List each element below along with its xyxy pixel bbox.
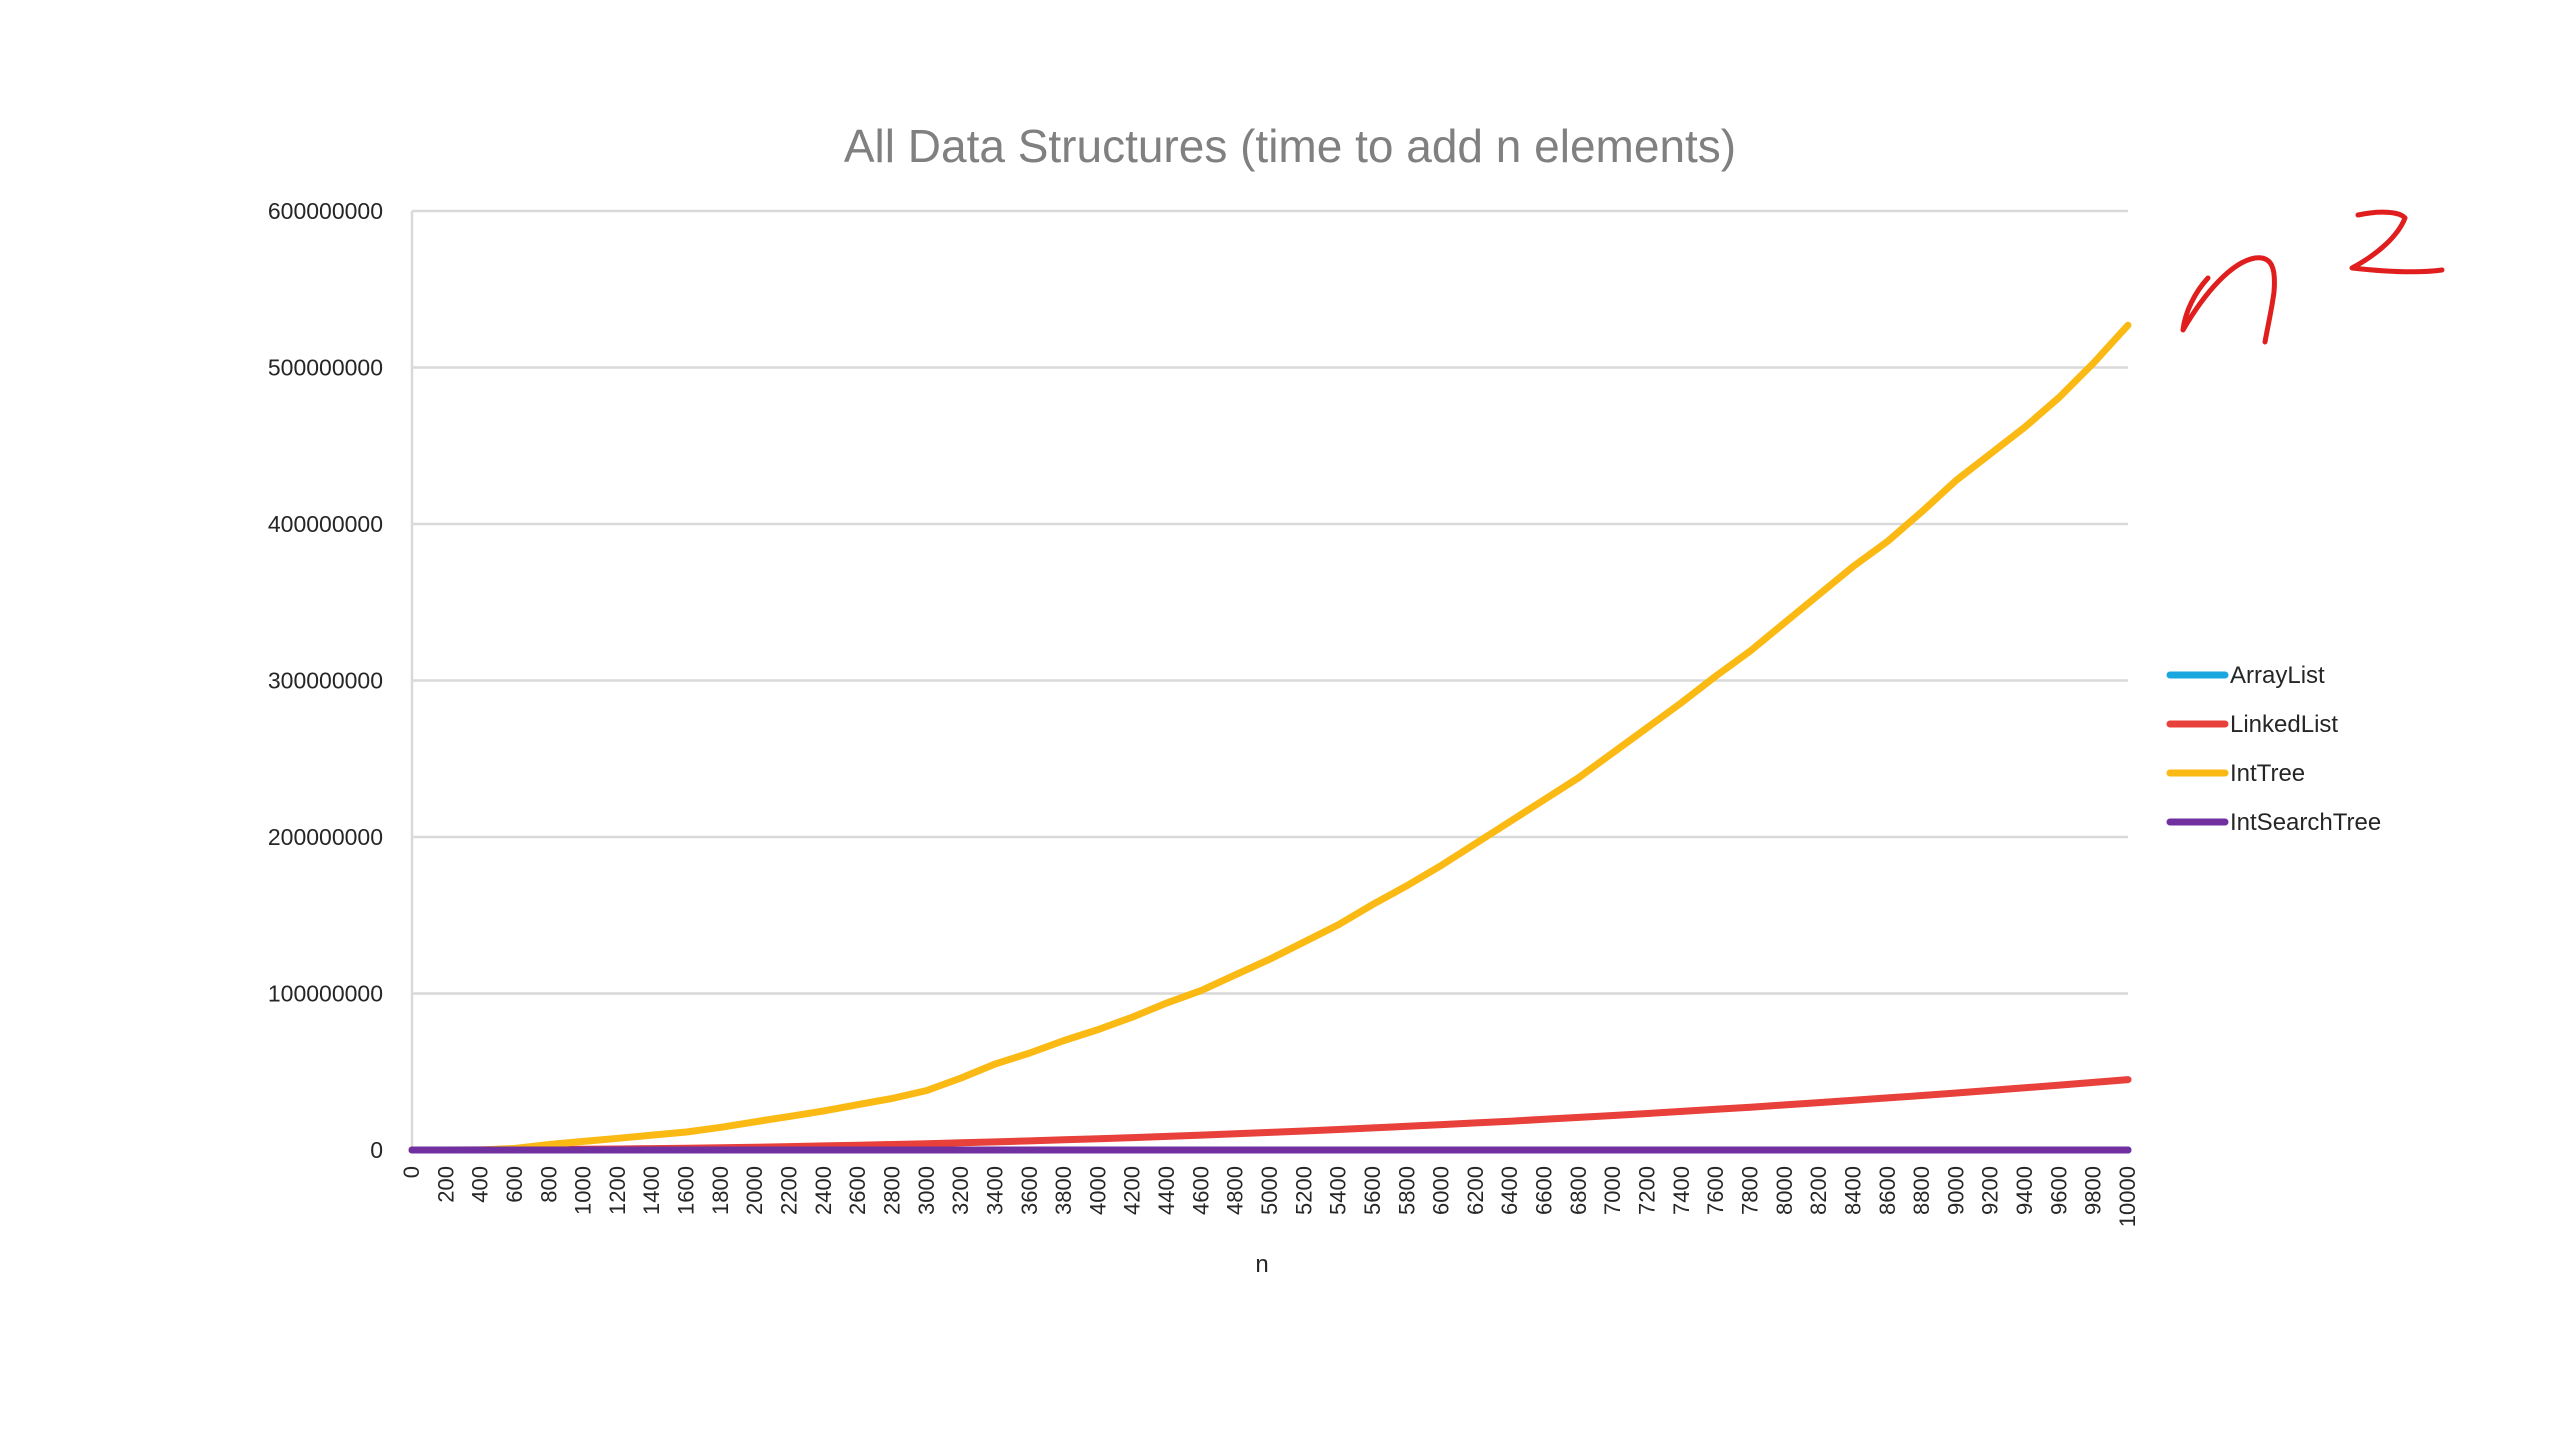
x-tick-label: 3400 — [982, 1166, 1007, 1215]
x-tick-label: 9800 — [2081, 1166, 2106, 1215]
x-tick-label: 7600 — [1703, 1166, 1728, 1215]
x-tick-label: 800 — [536, 1166, 561, 1203]
y-tick-label: 600000000 — [268, 198, 383, 224]
x-tick-label: 5600 — [1360, 1166, 1385, 1215]
legend-label: LinkedList — [2230, 711, 2338, 738]
x-tick-label: 8400 — [1840, 1166, 1865, 1215]
x-tick-label: 1400 — [639, 1166, 664, 1215]
x-tick-label: 7800 — [1737, 1166, 1762, 1215]
x-tick-label: 600 — [502, 1166, 527, 1203]
x-tick-label: 4600 — [1188, 1166, 1213, 1215]
x-tick-label: 9600 — [2046, 1166, 2071, 1215]
x-tick-label: 3800 — [1051, 1166, 1076, 1215]
legend-label: IntSearchTree — [2230, 809, 2381, 836]
x-tick-label: 8000 — [1772, 1166, 1797, 1215]
x-tick-label: 8800 — [1909, 1166, 1934, 1215]
y-tick-label: 0 — [370, 1137, 383, 1163]
x-tick-label: 5200 — [1291, 1166, 1316, 1215]
x-tick-label: 6000 — [1429, 1166, 1454, 1215]
handwritten-n-squared-annotation — [2180, 209, 2445, 345]
x-tick-label: 2200 — [777, 1166, 802, 1215]
x-tick-label: 3600 — [1017, 1166, 1042, 1215]
x-tick-label: 5800 — [1394, 1166, 1419, 1215]
x-tick-label: 4400 — [1154, 1166, 1179, 1215]
x-tick-label: 6400 — [1497, 1166, 1522, 1215]
gridlines — [410, 209, 2128, 1152]
x-tick-label: 1800 — [708, 1166, 733, 1215]
y-tick-label: 300000000 — [268, 668, 383, 694]
x-tick-label: 1200 — [605, 1166, 630, 1215]
y-tick-label: 400000000 — [268, 511, 383, 537]
x-tick-label: 9400 — [2012, 1166, 2037, 1215]
x-tick-label: 6200 — [1463, 1166, 1488, 1215]
x-tick-label: 3000 — [914, 1166, 939, 1215]
x-tick-label: 4800 — [1223, 1166, 1248, 1215]
series-line-inttree — [408, 321, 2132, 1154]
x-tick-label: 2600 — [845, 1166, 870, 1215]
x-tick-label: 8600 — [1875, 1166, 1900, 1215]
x-tick-label: 7400 — [1669, 1166, 1694, 1215]
x-tick-label: 2800 — [879, 1166, 904, 1215]
series-line-linkedlist — [408, 1076, 2132, 1154]
x-axis-label: n — [1255, 1251, 1268, 1278]
legend-label: IntTree — [2230, 760, 2305, 787]
x-tick-label: 8200 — [1806, 1166, 1831, 1215]
x-tick-label: 200 — [433, 1166, 458, 1203]
x-tick-label: 7200 — [1635, 1166, 1660, 1215]
x-tick-label: 6600 — [1532, 1166, 1557, 1215]
x-tick-label: 10000 — [2115, 1166, 2140, 1227]
x-tick-label: 2400 — [811, 1166, 836, 1215]
legend: ArrayList LinkedList IntTree IntSearchTree — [2166, 662, 2381, 836]
x-tick-label: 400 — [468, 1166, 493, 1203]
plot-area — [408, 321, 2132, 1154]
x-tick-label: 4200 — [1120, 1166, 1145, 1215]
x-tick-label: 0 — [399, 1166, 424, 1178]
legend-label: ArrayList — [2230, 662, 2325, 689]
x-tick-label: 6800 — [1566, 1166, 1591, 1215]
x-tick-label: 1600 — [674, 1166, 699, 1215]
y-axis: 0 100000000 200000000 300000000 400000000 500… — [268, 198, 383, 1163]
x-tick-label: 9000 — [1943, 1166, 1968, 1215]
x-tick-label: 5400 — [1326, 1166, 1351, 1215]
x-tick-label: 2000 — [742, 1166, 767, 1215]
y-tick-label: 200000000 — [268, 824, 383, 850]
x-tick-label: 5000 — [1257, 1166, 1282, 1215]
y-tick-label: 100000000 — [268, 981, 383, 1007]
chart-title: All Data Structures (time to add n eleme… — [844, 120, 1736, 172]
x-tick-label: 7000 — [1600, 1166, 1625, 1215]
x-tick-label: 3200 — [948, 1166, 973, 1215]
x-tick-label: 9200 — [1978, 1166, 2003, 1215]
x-axis: 0 200 400 600 800 1000 1200 1400 1600 1800 2000 220… — [399, 1166, 2140, 1227]
x-tick-label: 4000 — [1085, 1166, 1110, 1215]
y-tick-label: 500000000 — [268, 355, 383, 381]
x-tick-label: 1000 — [571, 1166, 596, 1215]
